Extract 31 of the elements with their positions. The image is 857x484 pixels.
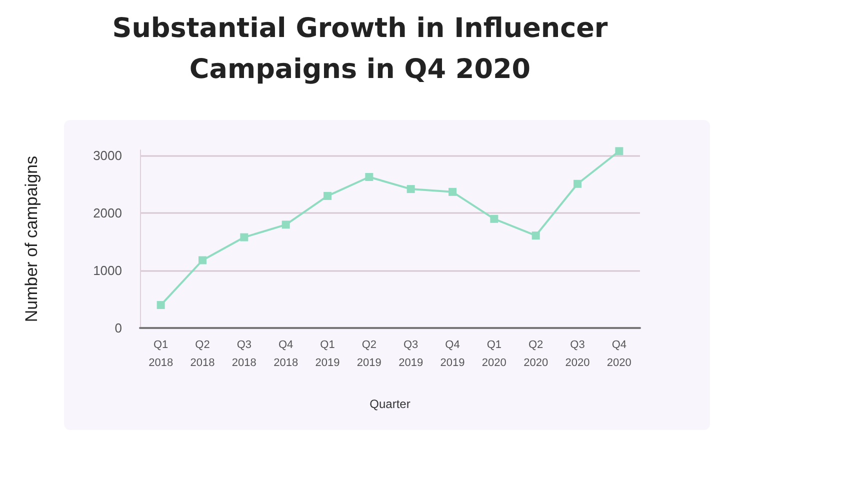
x-axis-title: Quarter bbox=[370, 397, 410, 411]
y-tick-label: 1000 bbox=[93, 263, 122, 278]
x-tick-label: Q4 2018 bbox=[274, 339, 298, 369]
point bbox=[240, 233, 248, 242]
chart-title: Substantial Growth in Influencer Campaigns in Q4 2020 bbox=[111, 12, 609, 87]
point bbox=[324, 192, 332, 200]
x-tick-label: Q2 2019 bbox=[356, 339, 382, 369]
x-tick-label: Q3 2018 bbox=[232, 339, 256, 369]
x-tick-label: Q4 2020 bbox=[606, 339, 632, 369]
y-tick-label: 3000 bbox=[93, 148, 122, 164]
x-tick-label: Q1 2018 bbox=[148, 339, 174, 369]
y-tick-label: 0 bbox=[114, 320, 122, 336]
x-tick-label: Q1 2019 bbox=[315, 339, 340, 369]
point bbox=[532, 232, 540, 240]
x-tick-label: Q2 2018 bbox=[190, 339, 215, 369]
point bbox=[615, 147, 624, 156]
point bbox=[574, 180, 582, 188]
point bbox=[448, 188, 456, 196]
x-tick-label: Q3 2020 bbox=[565, 339, 590, 369]
point bbox=[365, 172, 374, 181]
point bbox=[406, 185, 415, 194]
point bbox=[198, 256, 206, 264]
point bbox=[156, 301, 165, 310]
x-tick-label: Q3 2019 bbox=[398, 339, 424, 369]
y-axis-title: Number of campaigns bbox=[22, 156, 41, 322]
point bbox=[490, 214, 498, 223]
x-tick-label: Q4 2019 bbox=[440, 339, 465, 369]
y-tick-label: 2000 bbox=[93, 206, 122, 221]
point bbox=[282, 220, 290, 229]
x-tick-label: Q1 2020 bbox=[482, 339, 506, 369]
x-tick-label: Q2 2020 bbox=[524, 339, 548, 369]
